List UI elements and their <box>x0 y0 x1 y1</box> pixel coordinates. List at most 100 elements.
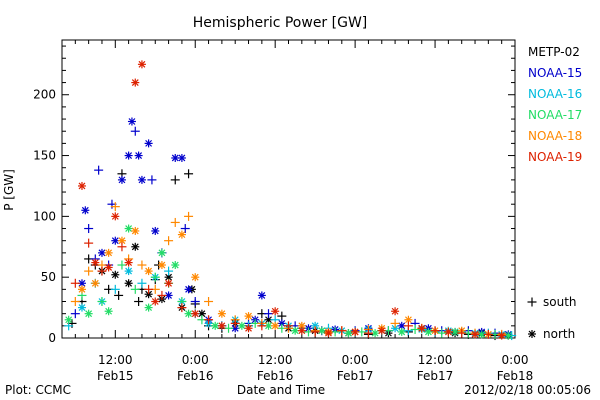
point-noaa-19-south <box>97 266 107 276</box>
point-noaa-15-south <box>147 175 157 185</box>
point-noaa-17-south <box>224 323 234 333</box>
point-noaa-18-south <box>70 297 80 307</box>
point-noaa-18-north <box>144 267 153 276</box>
legend-item-noaa-18: NOAA-18 <box>528 129 582 143</box>
point-noaa-18-south <box>184 211 194 221</box>
point-noaa-15-north <box>151 226 160 235</box>
point-noaa-15-south <box>94 165 104 175</box>
point-noaa-18-north <box>217 309 226 318</box>
point-noaa-18-north <box>117 236 126 245</box>
point-noaa-19-north <box>164 279 173 288</box>
point-noaa-17-north <box>144 303 153 312</box>
point-metp-02-south <box>134 297 144 307</box>
point-noaa-15-south <box>70 309 80 319</box>
point-noaa-18-north <box>104 248 113 257</box>
point-noaa-18-south <box>110 202 120 212</box>
x-tick-date-label: Feb15 <box>97 369 134 383</box>
point-noaa-19-north <box>471 330 480 339</box>
point-noaa-18-north <box>271 321 280 330</box>
point-noaa-17-north <box>157 248 166 257</box>
point-metp-02-south <box>114 290 124 300</box>
point-noaa-19-south <box>257 321 267 331</box>
y-axis-label: P [GW] <box>2 169 16 211</box>
point-metp-02-south <box>170 175 180 185</box>
point-noaa-17-south <box>150 272 160 282</box>
point-noaa-19-south <box>310 327 320 337</box>
point-noaa-19-north <box>131 78 140 87</box>
point-noaa-19-north <box>151 297 160 306</box>
point-noaa-17-north <box>451 327 460 336</box>
x-axis: 12:00 Feb15 0:00 Feb16 12:00 Feb16 0:00 Feb17 12… <box>61 40 534 383</box>
marker-legend-label: south <box>543 295 577 309</box>
point-noaa-18-south <box>204 297 214 307</box>
y-tick-label: 200 <box>33 88 56 102</box>
x-tick-time-label: 12:00 <box>258 353 293 367</box>
point-noaa-16-north <box>77 303 86 312</box>
x-tick-time-label: 12:00 <box>418 353 453 367</box>
x-tick-date-label: Feb18 <box>497 369 534 383</box>
y-tick-label: 100 <box>33 209 56 223</box>
x-axis-label: Date and Time <box>237 383 325 397</box>
point-metp-02-north <box>124 279 133 288</box>
point-noaa-19-south <box>117 242 127 252</box>
x-tick-date-label: Feb16 <box>257 369 294 383</box>
point-noaa-19-south <box>483 329 493 339</box>
point-noaa-15-south <box>84 224 94 234</box>
point-noaa-17-north <box>64 315 73 324</box>
plot-frame <box>61 39 516 339</box>
y-tick-label: 150 <box>33 149 56 163</box>
marker-legend: south north <box>527 295 577 341</box>
point-noaa-15-south <box>264 309 274 319</box>
legend-item-noaa-19: NOAA-19 <box>528 150 582 164</box>
plot-timestamp: 2012/02/18 00:05:06 <box>464 383 591 397</box>
point-noaa-17-north <box>184 309 193 318</box>
point-noaa-19-north <box>244 324 253 333</box>
point-noaa-15-south <box>180 224 190 234</box>
point-noaa-17-north <box>84 309 93 318</box>
point-metp-02-north <box>111 270 120 279</box>
point-noaa-15-north <box>257 291 266 300</box>
point-noaa-15-north <box>81 206 90 215</box>
point-noaa-15-north <box>144 139 153 148</box>
point-noaa-15-north <box>117 175 126 184</box>
point-noaa-19-north <box>377 326 386 335</box>
point-noaa-18-south <box>137 260 147 270</box>
x-tick-date-label: Feb16 <box>177 369 214 383</box>
point-noaa-19-north <box>104 263 113 272</box>
point-noaa-18-north <box>131 226 140 235</box>
point-noaa-19-south <box>337 326 347 336</box>
point-noaa-19-north <box>297 326 306 335</box>
point-noaa-18-north <box>191 273 200 282</box>
point-noaa-19-north <box>137 60 146 69</box>
y-tick-label: 50 <box>41 270 56 284</box>
point-noaa-15-north <box>124 151 133 160</box>
point-noaa-17-south <box>410 324 420 334</box>
point-noaa-19-north <box>391 307 400 316</box>
point-noaa-19-north <box>77 181 86 190</box>
point-noaa-18-north <box>91 279 100 288</box>
point-noaa-16-north <box>391 324 400 333</box>
point-noaa-17-north <box>171 261 180 270</box>
point-noaa-18-south <box>84 266 94 276</box>
point-metp-02-south <box>277 311 287 321</box>
point-noaa-19-south <box>177 303 187 313</box>
legend-item-noaa-17: NOAA-17 <box>528 108 582 122</box>
point-noaa-17-south <box>97 297 107 307</box>
point-noaa-19-north <box>191 309 200 318</box>
point-noaa-19-south <box>430 326 440 336</box>
x-tick-date-label: Feb17 <box>337 369 374 383</box>
x-tick-time-label: 12:00 <box>98 353 133 367</box>
legend-item-metp-02: METP-02 <box>528 45 580 59</box>
point-noaa-19-north <box>111 212 120 221</box>
point-metp-02-south <box>184 169 194 179</box>
point-noaa-18-south <box>390 318 400 328</box>
point-noaa-19-south <box>157 290 167 300</box>
x-tick-date-label: Feb17 <box>417 369 454 383</box>
point-noaa-19-south <box>457 328 467 338</box>
point-noaa-19-south <box>70 278 80 288</box>
point-noaa-19-south <box>403 321 413 331</box>
plot-credit: Plot: CCMC <box>5 383 71 397</box>
point-noaa-17-south <box>437 328 447 338</box>
point-noaa-17-north <box>424 327 433 336</box>
